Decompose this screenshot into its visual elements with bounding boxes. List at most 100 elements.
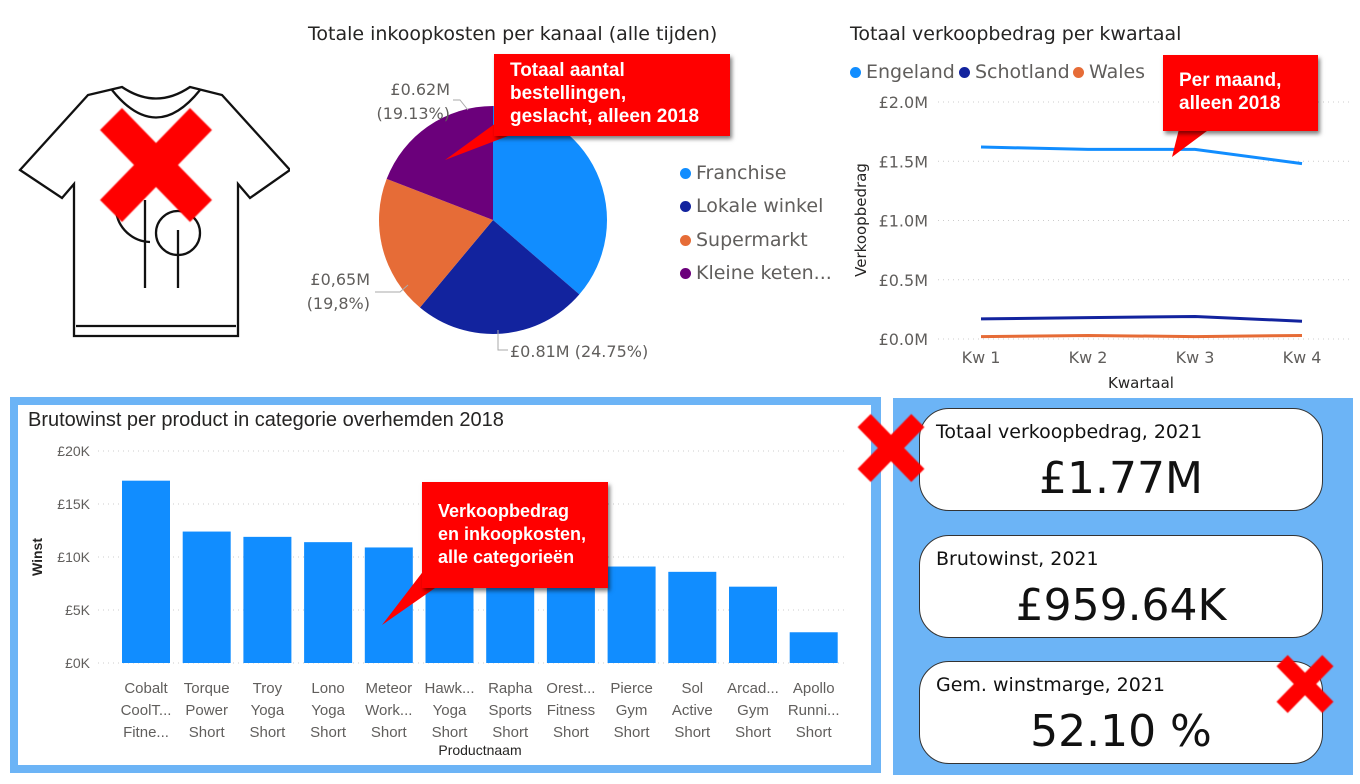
- bar: [668, 571, 717, 663]
- legend-dot: [1073, 66, 1084, 78]
- legend-dot: [959, 66, 970, 78]
- line-chart: £0.0M £0.5M £1.0M £1.5M £2.0M Kw 1 Kw 2 Kw 3 Kw …: [852, 93, 1350, 392]
- y-axis-title: Winst: [29, 538, 45, 576]
- x-tick-label: Short: [249, 724, 286, 741]
- pie-label-kleine-keten-percent: (19.13%): [376, 104, 451, 123]
- legend-label: Supermarkt: [696, 229, 808, 251]
- red-x-icon: [100, 108, 212, 222]
- legend-dot: [850, 66, 861, 78]
- red-x-icon: [857, 414, 925, 482]
- pie-slice-supermarkt: [379, 178, 493, 308]
- kpi-label: Brutowinst, 2021: [936, 548, 1099, 570]
- pie-chart-title: Totale inkoopkosten per kanaal (alle tij…: [308, 23, 718, 45]
- legend-lokale-winkel[interactable]: Lokale winkel: [680, 195, 823, 217]
- x-tick-label: Work...: [365, 702, 412, 719]
- legend-supermarkt[interactable]: Supermarkt: [680, 229, 808, 251]
- x-tick-label: Meteor: [365, 680, 412, 697]
- x-tick-label: Fitness: [547, 702, 595, 719]
- legend-kleine-keten[interactable]: Kleine keten...: [680, 262, 832, 284]
- x-tick-label: Short: [371, 724, 408, 741]
- x-tick-label: Troy: [253, 680, 283, 697]
- callout-pie: Totaal aantal bestellingen, geslacht, al…: [494, 54, 730, 136]
- x-tick-label: Short: [674, 724, 711, 741]
- y-tick-label: £10K: [57, 549, 90, 565]
- x-tick-label: Yoga: [251, 702, 285, 719]
- x-tick-label: Orest...: [546, 680, 595, 697]
- legend-dot: [680, 234, 691, 246]
- legend-dot: [680, 167, 691, 179]
- x-tick-label: Cobalt: [124, 680, 168, 697]
- legend-wales[interactable]: Wales: [1073, 61, 1145, 83]
- line-chart-title: Totaal verkoopbedrag per kwartaal: [850, 23, 1182, 45]
- red-x-icon: [1276, 655, 1334, 713]
- legend-label: Lokale winkel: [696, 195, 824, 217]
- bar: [122, 480, 170, 663]
- y-tick-label: £20K: [57, 443, 90, 459]
- x-tick-label: Short: [614, 724, 651, 741]
- bar: [304, 542, 353, 663]
- leader-line: [453, 99, 469, 111]
- line-series-engeland: [980, 145, 1303, 166]
- x-tick-label: CoolT...: [121, 702, 172, 719]
- pie-label-kleine-keten-value: £0.62M: [390, 80, 450, 99]
- legend-schotland[interactable]: Schotland: [959, 61, 1070, 83]
- x-tick-label: Short: [432, 724, 469, 741]
- legend-franchise[interactable]: Franchise: [680, 162, 786, 184]
- kpi-card-gross-profit: Brutowinst, 2021 £959.64K: [919, 535, 1323, 638]
- pie-slice-kleine-keten-: [386, 106, 493, 220]
- kpi-label: Totaal verkoopbedrag, 2021: [936, 421, 1203, 443]
- x-tick-label: Kw 3: [1176, 348, 1215, 367]
- bar: [243, 536, 292, 663]
- legend-label: Wales: [1089, 61, 1146, 83]
- x-tick-label: Short: [310, 724, 347, 741]
- x-tick-label: Yoga: [311, 702, 345, 719]
- t-shirt-icon: [18, 85, 290, 338]
- legend-dot: [680, 267, 691, 279]
- leader-line: [375, 284, 409, 293]
- x-tick-label: Short: [796, 724, 833, 741]
- kpi-label: Gem. winstmarge, 2021: [936, 674, 1166, 696]
- x-tick-label: Hawk...: [424, 680, 474, 697]
- x-axis-title: Kwartaal: [1108, 374, 1174, 392]
- x-tick-label: Kw 4: [1283, 348, 1322, 367]
- x-tick-label: Gym: [737, 702, 769, 719]
- y-axis-title: Verkoopbedrag: [852, 163, 870, 277]
- bar: [729, 586, 777, 663]
- bar: [607, 566, 656, 663]
- y-tick-label: £0.0M: [879, 330, 928, 349]
- pie-chart: [375, 99, 607, 351]
- line-series-schotland: [980, 314, 1303, 323]
- kpi-value: 52.10 %: [1030, 706, 1212, 757]
- callout-pointer: [1172, 125, 1215, 157]
- pie-label-supermarkt-percent: (19,8%): [306, 294, 370, 313]
- x-tick-label: Power: [185, 702, 228, 719]
- legend-engeland[interactable]: Engeland: [850, 61, 955, 83]
- legend-label: Kleine keten...: [696, 262, 832, 284]
- y-tick-label: £0K: [65, 655, 91, 671]
- legend-label: Franchise: [696, 162, 787, 184]
- callout-bar: Verkoopbedrag en inkoopkosten, alle cate…: [422, 482, 608, 588]
- legend-dot: [680, 200, 691, 212]
- x-tick-label: Runni...: [788, 702, 840, 719]
- pie-label-lokale-winkel: £0.81M (24.75%): [510, 342, 649, 361]
- x-tick-label: Active: [672, 702, 713, 719]
- pie-label-supermarkt-value: £0,65M: [310, 270, 370, 289]
- x-tick-label: Kw 2: [1069, 348, 1108, 367]
- x-tick-label: Short: [735, 724, 772, 741]
- x-tick-label: Rapha: [488, 680, 533, 697]
- kpi-value: £959.64K: [1015, 580, 1227, 631]
- pie-slice-franchise: [493, 106, 607, 295]
- x-tick-label: Torque: [184, 680, 230, 697]
- leader-line: [497, 330, 508, 351]
- x-tick-label: Short: [492, 724, 529, 741]
- y-tick-label: £2.0M: [879, 93, 928, 112]
- x-tick-label: Short: [553, 724, 590, 741]
- pie-slice-lokale-winkel: [419, 220, 580, 335]
- bar-chart-title: Brutowinst per product in categorie over…: [28, 409, 504, 431]
- callout-line: Per maand, alleen 2018: [1163, 55, 1318, 131]
- y-tick-label: £0.5M: [879, 271, 928, 290]
- x-tick-label: Arcad...: [727, 680, 779, 697]
- x-tick-label: Sports: [489, 702, 532, 719]
- y-tick-label: £1.5M: [879, 152, 928, 171]
- x-tick-label: Fitne...: [123, 724, 169, 741]
